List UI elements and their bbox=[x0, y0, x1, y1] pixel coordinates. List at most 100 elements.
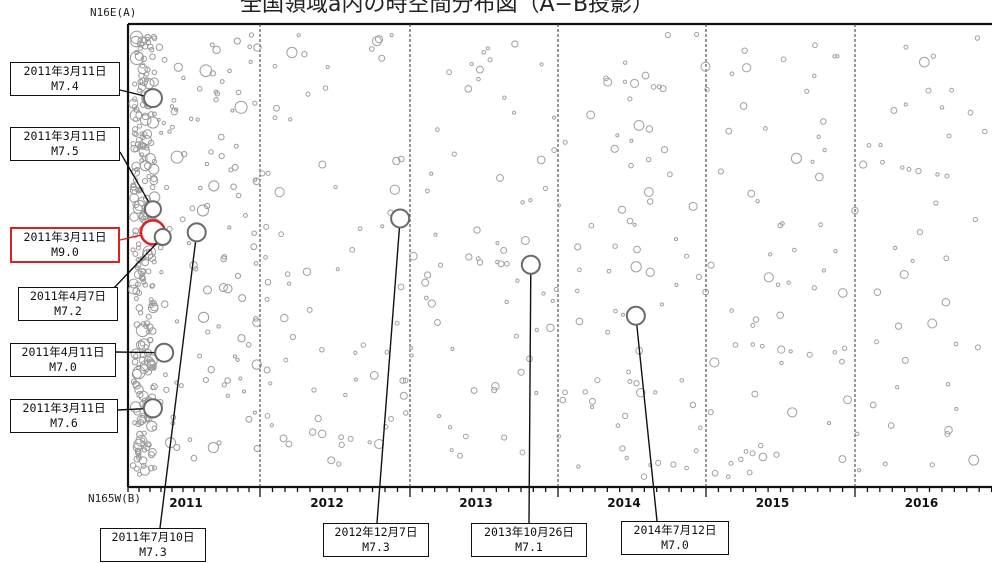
event-point bbox=[613, 308, 618, 314]
event-point bbox=[636, 387, 646, 398]
event-point bbox=[927, 318, 938, 329]
event-point bbox=[242, 213, 248, 218]
event-point bbox=[551, 147, 558, 154]
event-point bbox=[188, 116, 194, 122]
event-point bbox=[517, 368, 525, 376]
event-point bbox=[245, 415, 253, 423]
event-point bbox=[806, 351, 813, 358]
event-point bbox=[502, 95, 507, 100]
event-point bbox=[812, 73, 817, 79]
event-point bbox=[252, 410, 257, 415]
event-point bbox=[741, 47, 748, 54]
event-point bbox=[667, 171, 673, 178]
event-point bbox=[253, 261, 259, 266]
event-point bbox=[234, 272, 242, 279]
event-point bbox=[832, 350, 838, 355]
event-point bbox=[135, 304, 144, 312]
event-magnitude: M7.3 bbox=[362, 540, 390, 554]
event-point bbox=[837, 288, 848, 298]
event-point bbox=[476, 65, 484, 74]
leader-line bbox=[111, 236, 164, 291]
event-point bbox=[900, 165, 905, 170]
event-point bbox=[429, 171, 434, 176]
event-point bbox=[394, 320, 400, 326]
event-point bbox=[139, 160, 151, 172]
event-point bbox=[749, 450, 756, 457]
event-point bbox=[953, 341, 959, 347]
event-point bbox=[729, 308, 734, 313]
event-point bbox=[318, 160, 327, 169]
event-point bbox=[247, 44, 253, 50]
event-point bbox=[626, 217, 634, 225]
event-point bbox=[702, 288, 710, 296]
event-point bbox=[821, 268, 827, 273]
event-point bbox=[155, 43, 164, 51]
event-point bbox=[402, 377, 409, 384]
event-point bbox=[588, 397, 596, 405]
event-point bbox=[816, 134, 821, 140]
event-point bbox=[673, 237, 679, 242]
event-point bbox=[503, 260, 510, 267]
event-point bbox=[141, 177, 149, 185]
event-point bbox=[392, 156, 401, 166]
event-label-m71: 2013年10月26日 M7.1 bbox=[471, 523, 587, 557]
event-point bbox=[252, 177, 261, 186]
event-point bbox=[248, 59, 253, 65]
event-point bbox=[878, 142, 883, 148]
event-point bbox=[143, 78, 155, 90]
event-point bbox=[576, 464, 581, 469]
event-point bbox=[409, 345, 414, 350]
event-point bbox=[149, 283, 155, 289]
event-point bbox=[880, 159, 885, 165]
event-point bbox=[929, 462, 935, 468]
event-point bbox=[234, 100, 248, 114]
event-point bbox=[131, 104, 138, 110]
event-point bbox=[208, 180, 220, 192]
event-point bbox=[755, 198, 760, 204]
event-point bbox=[264, 296, 270, 302]
event-point bbox=[317, 429, 327, 439]
event-point bbox=[207, 441, 219, 454]
event-point bbox=[695, 273, 702, 280]
event-point bbox=[935, 172, 940, 177]
event-point bbox=[511, 110, 517, 115]
event-point bbox=[136, 454, 142, 461]
event-point bbox=[169, 104, 175, 109]
event-point bbox=[409, 353, 414, 358]
event-point bbox=[136, 471, 142, 477]
event-point bbox=[353, 377, 358, 382]
event-point bbox=[925, 87, 932, 94]
event-point bbox=[178, 383, 184, 389]
event-point bbox=[541, 291, 546, 296]
event-point bbox=[235, 192, 242, 199]
event-date: 2011年4月11日 bbox=[21, 345, 105, 359]
event-point bbox=[384, 349, 390, 355]
event-point bbox=[930, 53, 936, 59]
leader-line bbox=[528, 264, 532, 524]
event-point bbox=[130, 182, 137, 189]
event-point bbox=[811, 285, 817, 291]
event-point bbox=[906, 166, 912, 172]
event-date: 2012年12月7日 bbox=[334, 525, 418, 539]
event-point bbox=[427, 299, 436, 308]
event-point bbox=[159, 130, 164, 135]
event-point bbox=[197, 86, 203, 92]
event-point bbox=[129, 109, 143, 122]
event-point bbox=[144, 33, 152, 41]
event-point bbox=[389, 184, 400, 195]
major-event-point bbox=[520, 254, 541, 275]
event-point bbox=[738, 456, 744, 463]
event-point bbox=[626, 369, 631, 375]
event-point bbox=[272, 115, 278, 121]
event-point bbox=[511, 40, 519, 48]
event-point bbox=[941, 298, 951, 307]
event-point bbox=[141, 258, 150, 267]
event-point bbox=[670, 461, 677, 468]
event-point bbox=[739, 102, 748, 110]
event-point bbox=[133, 407, 141, 416]
event-point bbox=[149, 53, 156, 60]
event-point bbox=[943, 255, 950, 262]
event-point bbox=[146, 116, 160, 129]
event-point bbox=[151, 465, 158, 471]
event-point bbox=[220, 255, 227, 263]
